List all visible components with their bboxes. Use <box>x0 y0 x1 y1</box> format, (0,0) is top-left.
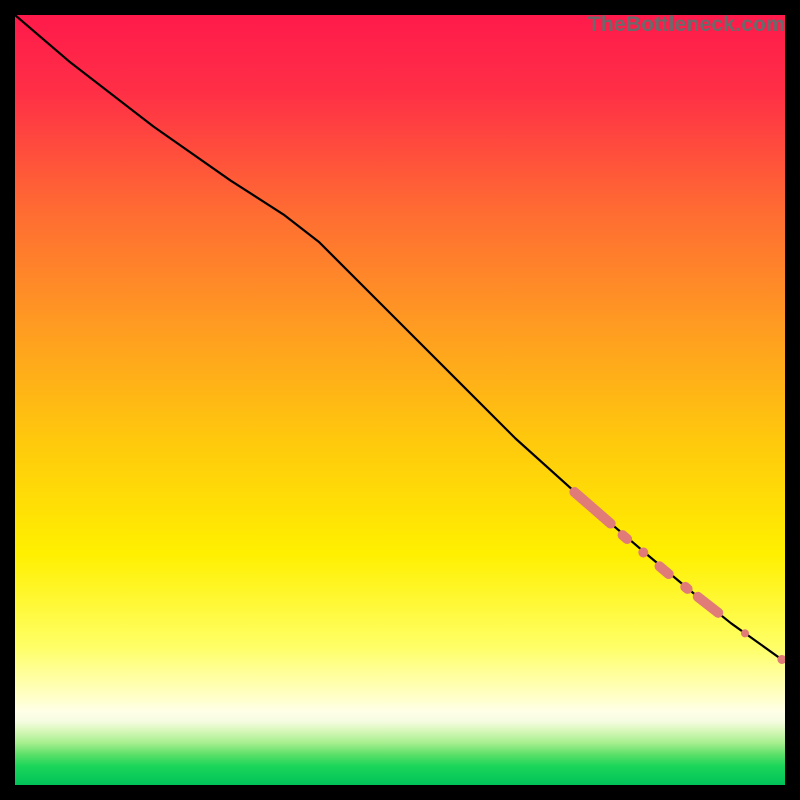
watermark-label: TheBottleneck.com <box>588 13 785 37</box>
plot-svg <box>15 15 785 785</box>
chart-frame: TheBottleneck.com <box>0 0 800 800</box>
plot-area: TheBottleneck.com <box>15 15 785 785</box>
gradient-background <box>15 15 785 785</box>
